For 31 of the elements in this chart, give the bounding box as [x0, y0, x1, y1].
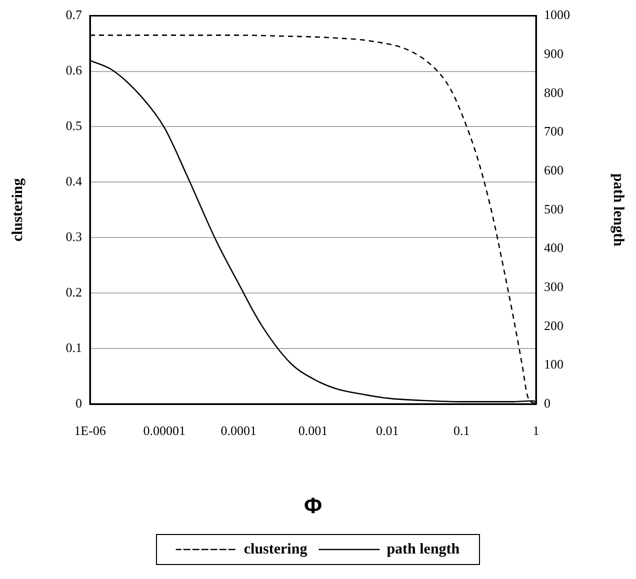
y-tick-label: 0.5 [66, 118, 82, 134]
legend-label: path length [386, 541, 460, 558]
y-tick-label: 0.3 [66, 229, 82, 244]
y2-tick-label: 500 [544, 201, 564, 216]
y2-tick-label: 300 [544, 278, 564, 294]
x-tick-label: 0.0001 [220, 423, 257, 438]
x-tick-label: 1E-06 [74, 423, 106, 438]
y2-tick-label: 1000 [544, 7, 570, 22]
y-axis-title: clustering [10, 178, 26, 242]
y-tick-label: 0 [76, 395, 82, 410]
x-axis-title: Φ [304, 492, 322, 518]
y2-tick-label: 400 [544, 240, 564, 256]
x-tick-label: 1 [532, 423, 540, 438]
y2-tick-label: 900 [544, 46, 564, 62]
y2-tick-label: 600 [544, 162, 564, 178]
y-tick-label: 0.1 [66, 340, 82, 355]
x-tick-label: 0.00001 [143, 423, 186, 438]
y2-axis-title: path length [610, 173, 626, 248]
y-tick-label: 0.6 [66, 62, 82, 78]
x-tick-label: 0.1 [454, 423, 470, 438]
y2-tick-label: 0 [544, 395, 550, 410]
y2-tick-label: 100 [544, 356, 564, 372]
y2-tick-label: 200 [544, 318, 564, 333]
legend-label: clustering [244, 541, 308, 558]
x-tick-label: 0.01 [376, 423, 399, 438]
y-tick-label: 0.7 [66, 7, 82, 22]
y-tick-label: 0.2 [66, 284, 82, 300]
y-tick-label: 0.4 [66, 174, 82, 189]
x-tick-label: 0.001 [298, 423, 328, 438]
y2-tick-label: 700 [544, 124, 564, 139]
y2-tick-label: 800 [544, 84, 564, 100]
